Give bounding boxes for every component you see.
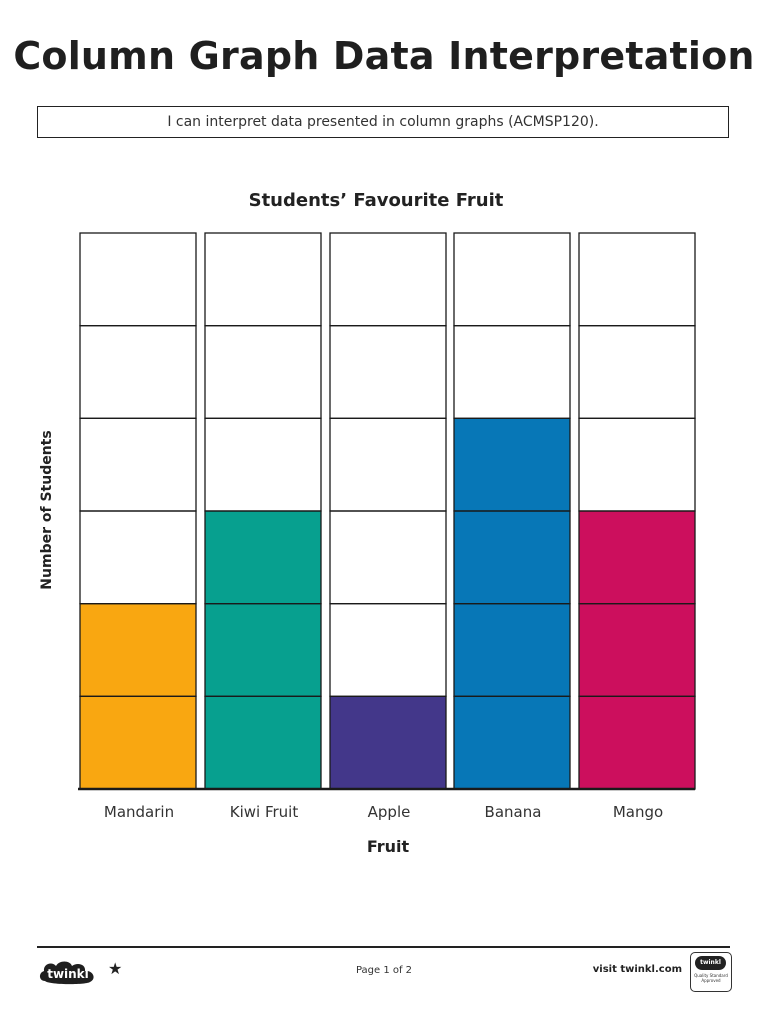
grid-cell-apple: [329, 325, 447, 419]
grid-cell-mandarin: [79, 325, 197, 419]
grid-cell-kiwi-fruit: [204, 232, 322, 327]
visit-link[interactable]: visit twinkl.com: [592, 964, 682, 975]
bar-apple: [330, 696, 446, 789]
grid-cell-banana: [453, 325, 571, 419]
badge-logo: twinkl: [695, 956, 726, 970]
star-icon[interactable]: ★: [108, 959, 123, 978]
grid-cell-kiwi-fruit: [204, 325, 322, 419]
grid-cell-apple: [329, 417, 447, 512]
grid-cell-banana: [453, 232, 571, 327]
bar-mango: [579, 511, 695, 789]
grid-cell-kiwi-fruit: [204, 417, 322, 512]
grid-cell-mandarin: [79, 510, 197, 605]
category-label-kiwi-fruit: Kiwi Fruit: [229, 803, 299, 821]
grid-cell-apple: [329, 603, 447, 697]
category-label-apple: Apple: [367, 803, 411, 821]
quality-standard-badge-icon: twinkl Quality Standard Approved: [690, 952, 732, 992]
category-label-mandarin: Mandarin: [103, 803, 175, 821]
footer-divider: [37, 946, 730, 948]
chart-title: Students’ Favourite Fruit: [248, 190, 504, 211]
learning-objective-text: I can interpret data presented in column…: [167, 114, 599, 130]
page-number: Page 1 of 2: [355, 965, 413, 976]
twinkl-cloud-logo: twinkl: [39, 961, 94, 985]
page-title: Column Graph Data Interpretation: [13, 34, 755, 78]
grid-cell-mango: [578, 232, 696, 327]
grid-cell-mango: [578, 417, 696, 512]
grid-cell-mango: [578, 325, 696, 419]
x-axis-label: Fruit: [366, 837, 410, 856]
badge-text: Quality Standard Approved: [694, 973, 728, 983]
category-label-mango: Mango: [612, 803, 664, 821]
bar-kiwi-fruit: [205, 511, 321, 789]
learning-objective-box: I can interpret data presented in column…: [37, 106, 729, 138]
grid-cell-apple: [329, 510, 447, 605]
grid-cell-mandarin: [79, 417, 197, 512]
grid-cell-apple: [329, 232, 447, 327]
grid-cell-mandarin: [79, 232, 197, 327]
category-label-banana: Banana: [484, 803, 542, 821]
logo-text: twinkl: [47, 967, 89, 981]
